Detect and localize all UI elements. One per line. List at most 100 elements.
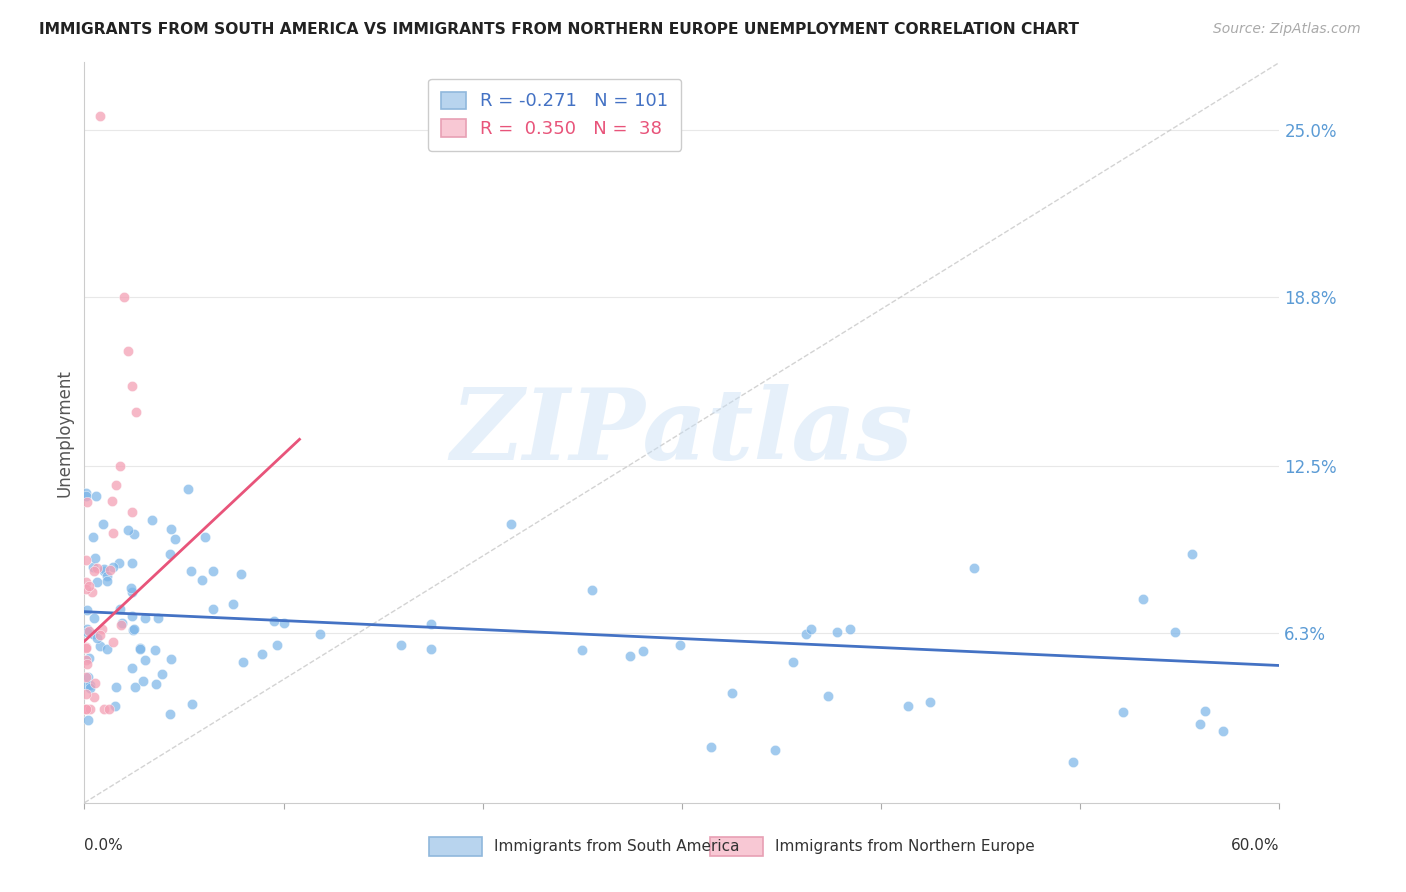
Point <box>93 564 115 578</box>
Point <box>79 678 101 692</box>
Point <box>420 617 443 632</box>
Point <box>76 714 98 728</box>
Point <box>1212 724 1234 739</box>
Point <box>918 695 941 709</box>
Point <box>89 639 111 653</box>
Point <box>159 707 181 722</box>
Point <box>117 523 139 537</box>
Point <box>121 378 143 392</box>
Point <box>838 622 860 636</box>
Point <box>83 564 105 578</box>
Point <box>98 563 121 577</box>
Point <box>110 459 132 474</box>
Point <box>141 513 163 527</box>
Point <box>191 573 214 587</box>
Point <box>121 585 143 599</box>
Point <box>77 651 100 665</box>
Point <box>134 653 156 667</box>
Point <box>80 585 103 599</box>
Point <box>1062 756 1084 770</box>
Point <box>75 582 97 596</box>
Point <box>1188 717 1211 731</box>
Point <box>79 681 101 696</box>
Point <box>82 560 104 574</box>
Y-axis label: Unemployment: Unemployment <box>55 368 73 497</box>
Point <box>75 489 97 503</box>
Point <box>159 547 181 561</box>
Point <box>581 582 603 597</box>
Point <box>76 495 98 509</box>
Point <box>266 638 288 652</box>
Point <box>420 641 443 656</box>
Point <box>177 482 200 496</box>
Point <box>146 611 169 625</box>
Point <box>1112 706 1135 720</box>
Point <box>93 701 115 715</box>
Point <box>101 560 124 574</box>
Point <box>82 530 104 544</box>
Point <box>125 405 148 419</box>
Point <box>112 290 135 304</box>
Point <box>160 652 183 666</box>
Point <box>765 743 787 757</box>
Point <box>121 623 143 637</box>
Point <box>105 681 128 695</box>
Point <box>89 628 111 642</box>
Point <box>75 486 97 500</box>
Text: Immigrants from South America: Immigrants from South America <box>494 839 740 854</box>
Point <box>86 631 108 645</box>
Text: 0.0%: 0.0% <box>84 838 124 854</box>
Point <box>120 581 142 595</box>
Point <box>103 526 125 541</box>
Point <box>782 655 804 669</box>
Point <box>83 611 105 625</box>
Point <box>1194 704 1216 718</box>
Point <box>122 622 145 636</box>
Point <box>101 494 124 508</box>
Point <box>96 642 118 657</box>
Point <box>143 643 166 657</box>
Point <box>202 601 225 615</box>
Point <box>86 561 108 575</box>
Point <box>76 657 98 672</box>
Point <box>145 676 167 690</box>
Legend: R = -0.271   N = 101, R =  0.350   N =  38: R = -0.271 N = 101, R = 0.350 N = 38 <box>427 78 681 151</box>
Point <box>202 564 225 578</box>
Point <box>800 622 823 636</box>
Point <box>159 522 181 536</box>
Point <box>91 516 114 531</box>
Point <box>93 562 115 576</box>
Point <box>76 677 98 691</box>
Text: ZIPatlas: ZIPatlas <box>451 384 912 481</box>
Point <box>389 638 412 652</box>
Point <box>76 624 98 639</box>
Point <box>273 615 295 630</box>
Point <box>84 551 107 566</box>
Point <box>86 575 108 590</box>
Point <box>121 609 143 624</box>
Point <box>75 640 97 655</box>
Point <box>108 601 131 615</box>
Point <box>129 641 152 656</box>
Text: Source: ZipAtlas.com: Source: ZipAtlas.com <box>1213 22 1361 37</box>
Point <box>96 574 118 588</box>
Point <box>963 561 986 575</box>
Point <box>181 697 204 711</box>
Point <box>76 553 98 567</box>
Point <box>571 643 593 657</box>
Point <box>96 569 118 583</box>
Point <box>77 624 100 639</box>
Point <box>79 579 101 593</box>
Point <box>232 655 254 669</box>
Point <box>817 689 839 703</box>
Point <box>105 478 128 492</box>
Point <box>794 627 817 641</box>
Point <box>75 653 97 667</box>
Point <box>721 686 744 700</box>
Point <box>827 625 849 640</box>
Point <box>97 701 120 715</box>
Text: Immigrants from Northern Europe: Immigrants from Northern Europe <box>775 839 1035 854</box>
Point <box>84 676 107 690</box>
Point <box>619 648 641 663</box>
Point <box>222 597 245 611</box>
